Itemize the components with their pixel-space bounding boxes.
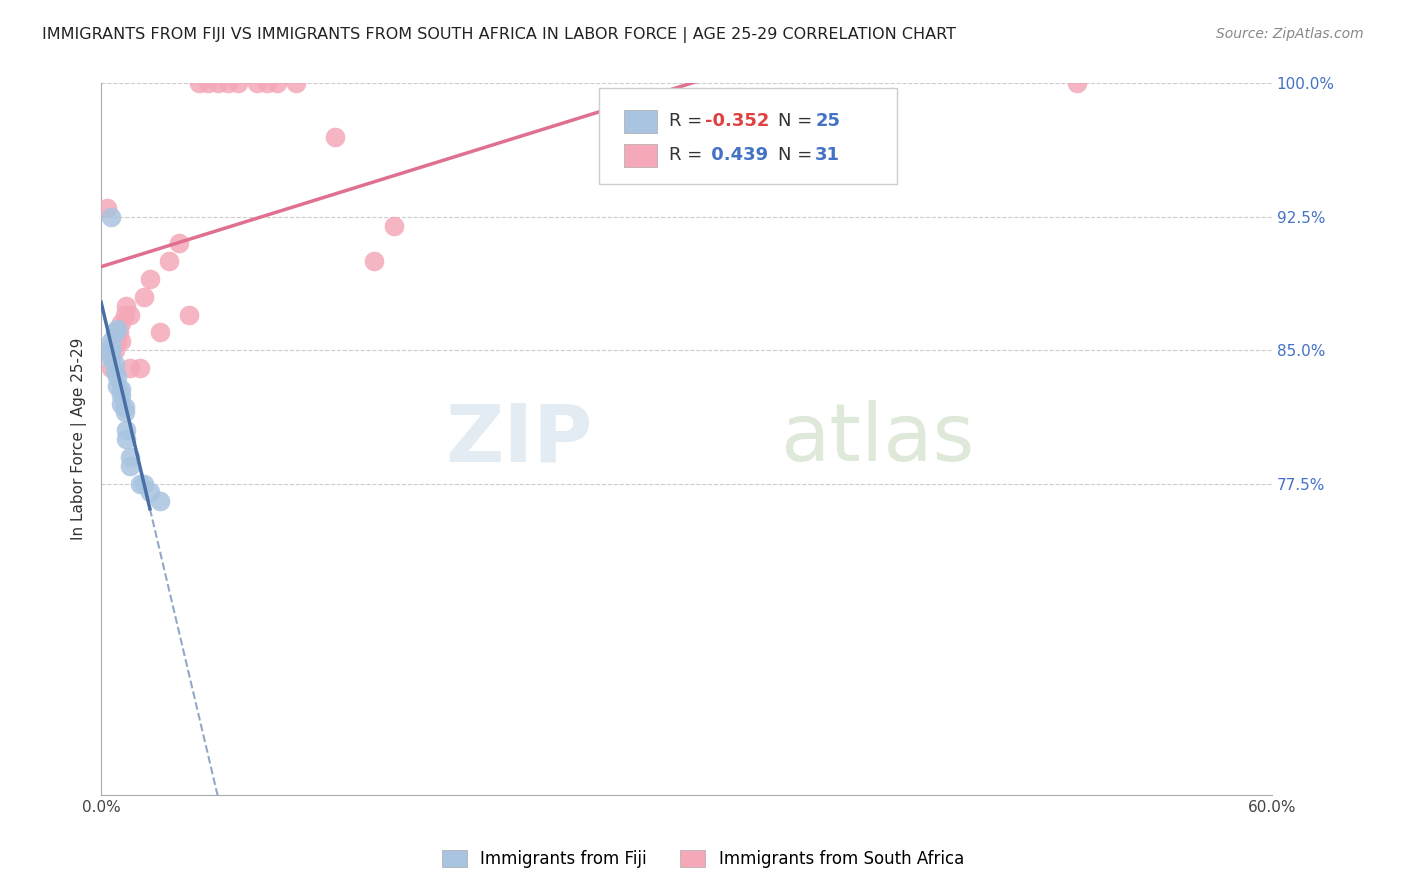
Point xyxy=(139,485,162,500)
Y-axis label: In Labor Force | Age 25-29: In Labor Force | Age 25-29 xyxy=(72,338,87,541)
FancyBboxPatch shape xyxy=(624,110,657,133)
Point xyxy=(107,326,129,340)
Point xyxy=(197,77,219,91)
Point xyxy=(120,360,142,375)
Point xyxy=(139,272,162,286)
Point xyxy=(177,308,200,322)
Point xyxy=(110,382,132,396)
Point xyxy=(285,77,308,91)
Text: IMMIGRANTS FROM FIJI VS IMMIGRANTS FROM SOUTH AFRICA IN LABOR FORCE | AGE 25-29 : IMMIGRANTS FROM FIJI VS IMMIGRANTS FROM … xyxy=(42,27,956,43)
Point xyxy=(110,396,132,410)
Text: 25: 25 xyxy=(815,112,841,130)
Text: R =: R = xyxy=(669,146,709,164)
Point xyxy=(207,77,229,91)
Point xyxy=(105,334,128,349)
Point xyxy=(226,77,249,91)
Text: 0.439: 0.439 xyxy=(706,146,768,164)
Point xyxy=(115,299,138,313)
Point xyxy=(100,347,122,361)
Point xyxy=(382,219,405,233)
Point xyxy=(120,450,142,464)
Text: 31: 31 xyxy=(815,146,841,164)
Text: -0.352: -0.352 xyxy=(706,112,769,130)
Point xyxy=(110,317,132,331)
Point xyxy=(115,432,138,446)
Point xyxy=(100,210,122,224)
Text: ZIP: ZIP xyxy=(446,401,593,478)
Point xyxy=(363,254,385,268)
Legend: Immigrants from Fiji, Immigrants from South Africa: Immigrants from Fiji, Immigrants from So… xyxy=(436,843,970,875)
Point xyxy=(159,254,181,268)
Text: N =: N = xyxy=(778,146,818,164)
Point xyxy=(187,77,209,91)
Point xyxy=(100,343,122,358)
Point xyxy=(105,369,128,384)
Point xyxy=(129,360,152,375)
Point xyxy=(120,458,142,473)
Point xyxy=(104,343,127,358)
Point xyxy=(96,201,118,215)
Point xyxy=(104,326,127,340)
FancyBboxPatch shape xyxy=(624,144,657,168)
Point xyxy=(120,308,142,322)
Point xyxy=(132,476,155,491)
Point xyxy=(149,326,172,340)
Point xyxy=(266,77,288,91)
Point xyxy=(104,358,127,372)
Point xyxy=(105,322,128,336)
Text: N =: N = xyxy=(778,112,818,130)
Point xyxy=(256,77,278,91)
Point xyxy=(1066,77,1088,91)
Point xyxy=(167,236,190,251)
Point xyxy=(100,334,122,349)
Point xyxy=(323,129,346,144)
Point xyxy=(149,494,172,508)
Point xyxy=(100,352,122,367)
Text: atlas: atlas xyxy=(780,401,974,478)
Point xyxy=(105,378,128,392)
Point xyxy=(100,360,122,375)
Point xyxy=(110,387,132,401)
Point xyxy=(246,77,269,91)
FancyBboxPatch shape xyxy=(599,88,897,185)
Point xyxy=(129,476,152,491)
Point xyxy=(217,77,239,91)
Point xyxy=(114,400,136,414)
Point xyxy=(110,334,132,349)
Point xyxy=(100,340,122,354)
Text: Source: ZipAtlas.com: Source: ZipAtlas.com xyxy=(1216,27,1364,41)
Point xyxy=(115,423,138,437)
Text: R =: R = xyxy=(669,112,709,130)
Point xyxy=(132,290,155,304)
Point xyxy=(104,364,127,378)
Point xyxy=(114,308,136,322)
Point xyxy=(114,405,136,419)
